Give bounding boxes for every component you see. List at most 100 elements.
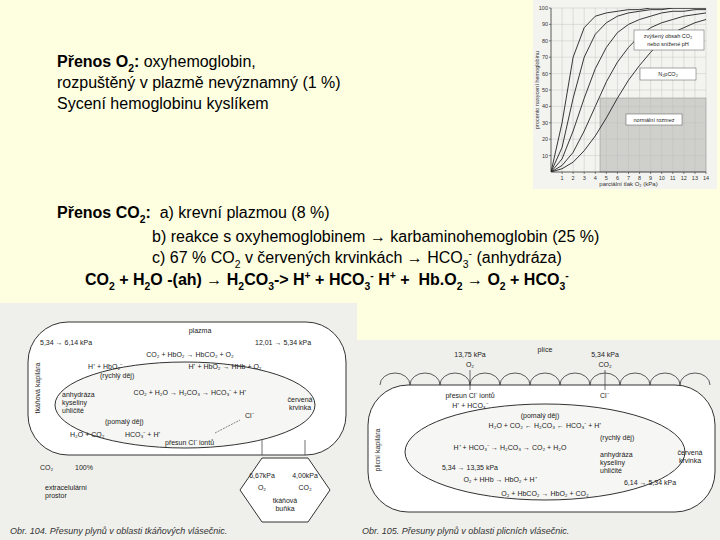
y-tick (549, 106, 551, 107)
tissue-diagram: plazma5,34 → 6,14 kPa12,01 → 5,34 kPaCO₂… (0, 303, 357, 540)
x-tick (562, 172, 563, 174)
y-tick (549, 8, 551, 9)
capillary (28, 322, 346, 455)
diagram-label: krvinka (289, 404, 311, 411)
arrow (605, 370, 606, 390)
diagram-label: 5,34 kPa (591, 351, 619, 358)
diagram-label: CO₂ (598, 361, 612, 368)
x-tick-label: 11 (670, 175, 676, 181)
diagram-label: CO₂ (298, 484, 312, 491)
capillary (368, 385, 715, 512)
text-run: a) krevní plazmou (8 %) (151, 204, 330, 221)
x-tick-label: 3 (583, 175, 586, 181)
diagram-label: plicní kapilára (374, 428, 382, 471)
co2-text-line: Přenos CO2: a) krevní plazmou (8 %) (57, 204, 330, 225)
x-tick (595, 172, 596, 174)
o2-text-line: Sycení hemoglobinu kyslíkem (57, 95, 269, 112)
text-run: O -(ah) → H (150, 271, 238, 288)
text-run: oxyhemoglobin, (139, 53, 256, 70)
text-run: c) 67 % CO (152, 249, 235, 266)
annotation-box (626, 114, 682, 125)
y-tick-label: 60 (542, 71, 548, 77)
arrow (215, 420, 240, 433)
diagram-label: plazma (189, 327, 212, 335)
diagram-label: krvinka (679, 457, 701, 464)
text-run: 3 (559, 281, 565, 292)
saturation-chart: 1020304050607080901001234567891011121314… (533, 0, 717, 189)
diagram-label: přesun Cl⁻ iontů (165, 439, 214, 447)
saturation-curve (551, 8, 706, 172)
diagram-label: H⁺ + HbO₂ → HHb + O₂ (188, 363, 261, 370)
text-run: Sycení hemoglobinu kyslíkem (57, 95, 269, 112)
diagram-label: kyseliny (62, 399, 87, 407)
grid-line (551, 155, 706, 156)
diagram-label: H₂O + CO₂ ← H₂CO₃ ← HCO₃⁻ + H⁺ (489, 422, 603, 429)
text-run: + Hb.O (396, 271, 457, 288)
arrow (470, 370, 471, 390)
text-run: CO (244, 271, 268, 288)
x-tick (617, 172, 618, 174)
y-tick-label: 90 (542, 21, 548, 27)
x-axis-title: parciální tlak O₂ (kPa) (599, 181, 657, 187)
x-tick (584, 172, 585, 174)
o2-text-line: Přenos O2: oxyhemoglobin, (57, 53, 256, 74)
x-tick (573, 172, 574, 174)
diagram-label: H⁺ + HCO₃⁻ → H₂CO₃ → CO₂ + H₂O (454, 444, 567, 451)
x-tick (639, 172, 640, 174)
diagram-label: 6,67kPa (249, 472, 275, 479)
diagram-label: 5,34 → 6,14 kPa (40, 339, 92, 346)
diagram-label: tkáňová kapilára (34, 362, 42, 413)
text-run: Přenos O (57, 53, 128, 70)
arrow (262, 440, 263, 455)
red-cell (405, 404, 685, 500)
y-tick (549, 57, 551, 58)
annotation: normální rozmez (634, 117, 675, 123)
alveoli (380, 373, 710, 385)
diagram-label: CO₂ + HbO₂ → HbCO₂ + O₂ (146, 351, 234, 358)
diagram-label: anhydráza (62, 391, 95, 399)
diagram-label: Cl⁻ (600, 392, 610, 399)
diagram-label: CO₂ + H₂O → H₂CO₃ → HCO₃⁻ + H⁺ (134, 389, 248, 396)
diagram-background (0, 303, 357, 540)
diagram-label: H₂O + CO₂ (70, 431, 105, 438)
co2-text-line: b) reakce s oxyhemoglobinem → karbaminoh… (152, 228, 599, 245)
annotation-box (640, 68, 696, 80)
grid-line (551, 139, 706, 140)
diagram-label: červená (288, 396, 313, 403)
text-run: H (374, 271, 390, 288)
y-tick-label: 40 (542, 103, 548, 109)
x-tick-label: 4 (594, 175, 597, 181)
figure-caption: Obr. 105. Přesuny plynů v oblasti plicní… (362, 526, 569, 536)
saturation-curve (551, 13, 706, 172)
grid-line (551, 106, 706, 107)
diagram-label: O₂ (258, 484, 266, 491)
diagram-label: anhydráza (600, 451, 633, 459)
text-run: 3 (364, 281, 370, 292)
annotation: zvýšený obsah CO₂ (644, 33, 692, 39)
diagram-label: O₂ (466, 361, 474, 368)
diagram-label: tkáňová (273, 497, 298, 504)
diagram-label: H⁺ + HCO₃⁻ (452, 402, 488, 409)
text-run: -> H (274, 271, 305, 288)
text-run: + HCO (506, 271, 560, 288)
diagram-label: 5,34 → 13,35 kPa (442, 464, 498, 471)
diagram-label: 13,75 kPa (454, 351, 486, 358)
text-run: rozpuštěný v plazmě nevýznamný (1 %) (57, 74, 341, 91)
y-tick-label: 70 (542, 54, 548, 60)
diagram-label: H⁺ + HbO₂⁻ (88, 363, 123, 370)
y-tick-label: 20 (542, 136, 548, 142)
x-tick (706, 172, 707, 174)
slide: Přenos O2: oxyhemoglobin,rozpuštěný v pl… (0, 0, 720, 540)
text-run: + HCO (311, 271, 365, 288)
diagram-label: (rychlý děj) (600, 434, 634, 442)
x-tick (606, 172, 607, 174)
grid-line (551, 57, 706, 58)
text-run: Přenos CO (57, 204, 140, 221)
diagram-label: (pomalý děj) (521, 412, 560, 420)
y-tick-label: 100 (539, 5, 548, 11)
x-tick-label: 2 (572, 175, 575, 181)
y-tick-label: 50 (542, 87, 548, 93)
diagram-label: 4,00kPa (292, 472, 318, 479)
diagram-label: (pomalý děj) (105, 418, 144, 426)
x-tick (694, 172, 695, 174)
